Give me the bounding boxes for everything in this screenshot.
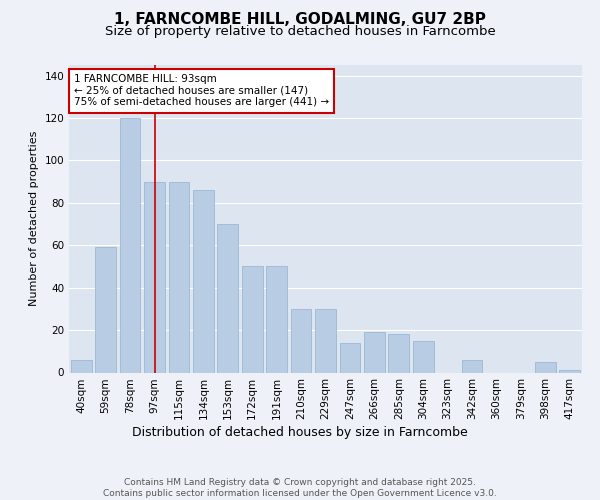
Bar bbox=[461, 360, 482, 372]
Y-axis label: Number of detached properties: Number of detached properties bbox=[29, 131, 39, 306]
Bar bbox=[340, 343, 361, 372]
Bar bbox=[193, 190, 214, 372]
Bar bbox=[559, 370, 580, 372]
Bar bbox=[413, 340, 434, 372]
Bar bbox=[217, 224, 238, 372]
Text: 1, FARNCOMBE HILL, GODALMING, GU7 2BP: 1, FARNCOMBE HILL, GODALMING, GU7 2BP bbox=[114, 12, 486, 28]
Bar bbox=[364, 332, 385, 372]
Bar bbox=[169, 182, 190, 372]
Bar bbox=[144, 182, 165, 372]
Bar bbox=[71, 360, 92, 372]
Bar bbox=[95, 248, 116, 372]
Text: 1 FARNCOMBE HILL: 93sqm
← 25% of detached houses are smaller (147)
75% of semi-d: 1 FARNCOMBE HILL: 93sqm ← 25% of detache… bbox=[74, 74, 329, 108]
Bar bbox=[388, 334, 409, 372]
Text: Distribution of detached houses by size in Farncombe: Distribution of detached houses by size … bbox=[132, 426, 468, 439]
Bar bbox=[315, 309, 336, 372]
Bar bbox=[119, 118, 140, 372]
Bar bbox=[266, 266, 287, 372]
Text: Size of property relative to detached houses in Farncombe: Size of property relative to detached ho… bbox=[104, 25, 496, 38]
Bar bbox=[535, 362, 556, 372]
Text: Contains HM Land Registry data © Crown copyright and database right 2025.
Contai: Contains HM Land Registry data © Crown c… bbox=[103, 478, 497, 498]
Bar bbox=[242, 266, 263, 372]
Bar bbox=[290, 309, 311, 372]
